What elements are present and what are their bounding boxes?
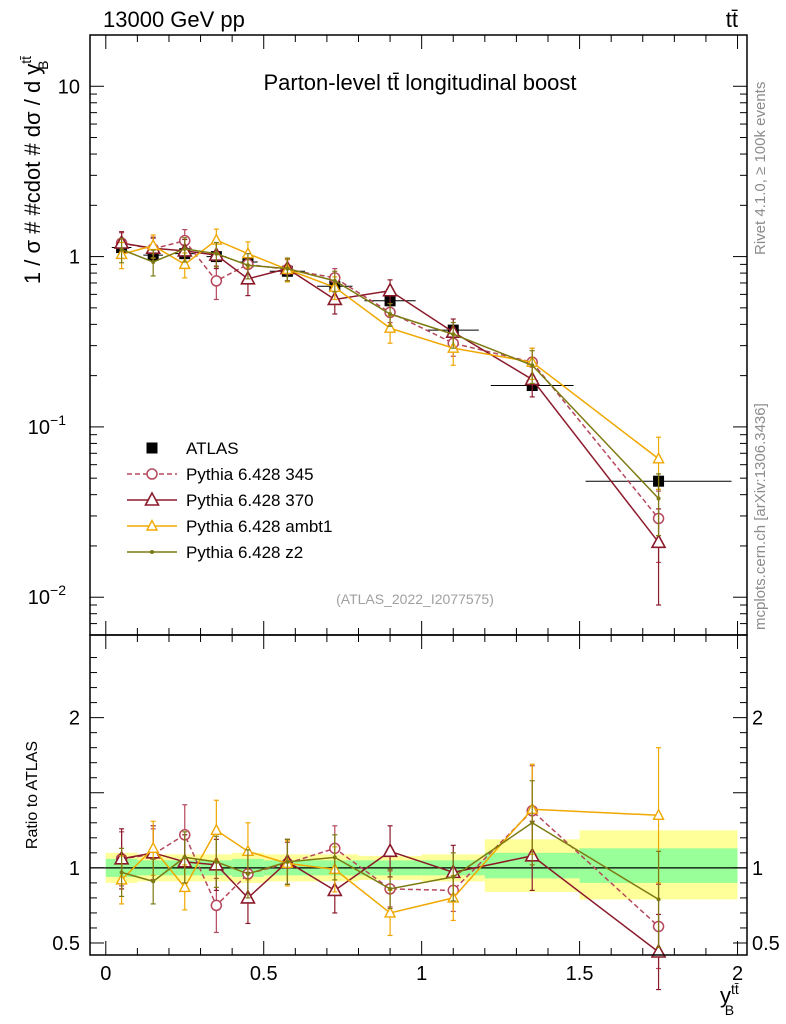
ratio-panel: 2 2 1 1 0.5 0.5 0 0.5 1 1.5 2 xyxy=(52,634,780,991)
main-y-axis-label-sub: B xyxy=(35,61,51,70)
main-pythia-6-428-z2-point xyxy=(151,259,156,264)
legend-pythia-6-428-370-label: Pythia 6.428 370 xyxy=(186,491,314,510)
main-pythia-6-428-z2-point xyxy=(388,312,393,317)
ratio-pythia-6-428-370-point xyxy=(382,842,398,858)
ratio-y-tick-label: 1 xyxy=(69,858,80,880)
ratio-pythia-6-428-z2-point xyxy=(214,859,219,864)
main-y-tick-label-base: 10 xyxy=(28,417,50,439)
mcplots-label: mcplots.cern.ch [arXiv:1306.3436] xyxy=(752,403,769,630)
ratio-pythia-6-428-ambt1-point xyxy=(383,905,397,918)
ratio-y-axis-label: Ratio to ATLAS xyxy=(24,741,41,849)
ratio-pythia-6-428-345-line xyxy=(121,809,660,928)
ratio-y-tick-label-right: 2 xyxy=(752,708,763,730)
legend-pythia-6-428-ambt1-marker xyxy=(145,518,159,531)
main-pythia-6-428-370-point xyxy=(650,533,667,549)
analysis-label: (ATLAS_2022_I2077575) xyxy=(336,591,494,607)
x-axis-label-sup: tt̄ xyxy=(731,981,739,997)
ratio-pythia-6-428-z2-point xyxy=(285,859,290,864)
energy-label: 13000 GeV pp xyxy=(103,7,245,32)
main-pythia-6-428-ambt1-point xyxy=(383,321,397,333)
main-pythia-6-428-z2-point xyxy=(332,278,337,283)
ratio-axes: 2 2 1 1 0.5 0.5 0 0.5 1 1.5 2 xyxy=(52,635,780,985)
x-axis-label: ytt̄ B xyxy=(720,981,739,1018)
ratio-pythia-6-428-370-point xyxy=(650,943,667,958)
main-series-layer xyxy=(111,228,732,606)
main-y-tick-label: 10 xyxy=(58,76,80,98)
ratio-y-tick-label-right: 1 xyxy=(752,858,763,880)
rivet-label: Rivet 4.1.0, ≥ 100k events xyxy=(752,82,769,255)
main-y-tick-label-exp: −1 xyxy=(50,412,66,428)
main-pythia-6-428-ambt1-point xyxy=(178,257,191,270)
main-pythia-6-428-345-line xyxy=(121,239,660,519)
main-pythia-6-428-ambt1-line xyxy=(121,239,660,460)
ratio-frame xyxy=(89,634,748,956)
main-pythia-6-428-z2-point xyxy=(530,363,535,368)
ratio-pythia-6-428-z2-series xyxy=(119,780,662,949)
x-tick-label: 0.5 xyxy=(250,963,278,985)
x-axis-label-main: y xyxy=(720,983,731,1008)
ratio-pythia-6-428-z2-point xyxy=(530,820,535,825)
ratio-y-tick-label: 2 xyxy=(69,708,80,730)
main-pythia-6-428-z2-point xyxy=(182,246,187,251)
ratio-series-layer xyxy=(113,747,667,991)
main-pythia-6-428-z2-point xyxy=(245,263,250,268)
ratio-pythia-6-428-z2-point xyxy=(182,855,187,860)
legend-pythia-6-428-z2-marker xyxy=(150,550,154,554)
x-tick-label: 2 xyxy=(732,963,743,985)
legend-pythia-6-428-345-marker xyxy=(146,468,158,480)
ratio-pythia-6-428-z2-point xyxy=(656,897,661,902)
main-y-tick-label: 10−2 xyxy=(28,582,66,609)
legend-atlas-label: ATLAS xyxy=(186,439,239,458)
legend: ATLAS Pythia 6.428 345 Pythia 6.428 370 Pyt… xyxy=(127,439,332,562)
main-y-tick-label: 10−1 xyxy=(28,412,66,439)
ratio-y-tick-label: 0.5 xyxy=(52,933,80,955)
main-pythia-6-428-z2-point xyxy=(119,247,124,252)
plot-title: Parton-level tt̄ longitudinal boost xyxy=(263,70,576,95)
ratio-pythia-6-428-ambt1-point xyxy=(652,808,665,820)
ratio-y-tick-label-right: 0.5 xyxy=(752,933,780,955)
x-axis-label-sub: B xyxy=(725,1002,734,1018)
ratio-pythia-6-428-z2-point xyxy=(119,870,124,875)
ratio-pythia-6-428-345-point xyxy=(210,899,223,912)
main-y-axis-label: 1 / σ # #cdot # dσ / d ytt̄B xyxy=(18,56,51,284)
x-tick-label: 1 xyxy=(416,963,427,985)
main-y-axis-label-sup: tt̄ xyxy=(18,56,34,64)
ratio-pythia-6-428-z2-point xyxy=(451,874,456,879)
main-y-tick-label: 1 xyxy=(69,247,80,269)
main-pythia-6-428-z2-point xyxy=(656,496,661,501)
main-pythia-6-428-z2-point xyxy=(451,332,456,337)
main-pythia-6-428-z2-series xyxy=(119,237,662,537)
main-pythia-6-428-ambt1-point xyxy=(147,238,160,251)
main-y-tick-label-base: 10 xyxy=(28,587,50,609)
legend-atlas-marker xyxy=(146,442,158,454)
ratio-pythia-6-428-z2-point xyxy=(332,855,337,860)
legend-pythia-6-428-z2-label: Pythia 6.428 z2 xyxy=(186,543,303,562)
ratio-pythia-6-428-ambt1-point xyxy=(210,823,223,836)
main-pythia-6-428-z2-point xyxy=(285,266,290,271)
x-tick-label: 1.5 xyxy=(566,963,594,985)
main-pythia-6-428-ambt1-point xyxy=(652,451,665,464)
main-y-axis-label-main: 1 / σ # #cdot # dσ / d y xyxy=(20,64,45,284)
main-y-tick-label-exp: −2 xyxy=(50,582,66,598)
ratio-pythia-6-428-z2-point xyxy=(245,871,250,876)
legend-pythia-6-428-370-marker xyxy=(144,491,160,506)
ratio-pythia-6-428-ambt1-point xyxy=(147,841,160,854)
legend-pythia-6-428-ambt1-label: Pythia 6.428 ambt1 xyxy=(186,517,332,536)
ratio-pythia-6-428-ambt1-point xyxy=(178,880,191,893)
ratio-pythia-6-428-z2-point xyxy=(388,886,393,891)
main-pythia-6-428-370-point xyxy=(382,282,398,297)
process-label: tt̄ xyxy=(726,7,738,32)
main-pythia-6-428-z2-point xyxy=(214,251,219,256)
ratio-pythia-6-428-z2-point xyxy=(151,879,156,884)
main-pythia-6-428-345-point xyxy=(210,275,223,287)
x-tick-label: 0 xyxy=(100,963,111,985)
legend-pythia-6-428-345-label: Pythia 6.428 345 xyxy=(186,465,314,484)
